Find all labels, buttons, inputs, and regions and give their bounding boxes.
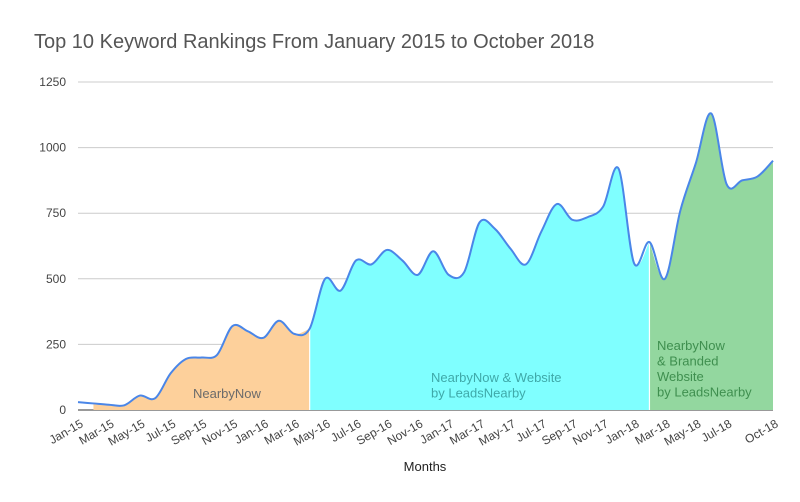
y-tick-label: 750 (46, 206, 66, 220)
x-axis-ticks: Jan-15Mar-15May-15Jul-15Sep-15Nov-15Jan-… (47, 416, 781, 448)
region-label: NearbyNow & Website by LeadsNearby (431, 370, 562, 401)
y-tick-label: 1250 (39, 75, 66, 89)
region-area (309, 167, 650, 410)
region-label-line: by LeadsNearby (431, 386, 526, 401)
y-tick-label: 250 (46, 337, 66, 351)
region-area (93, 320, 310, 410)
x-tick-label: Nov-16 (385, 416, 426, 448)
region-label-line: by LeadsNearby (657, 385, 752, 400)
y-axis-ticks: 0 250 500 750 1000 1250 (39, 75, 66, 417)
x-axis-label: Months (404, 459, 447, 474)
region-area (649, 113, 773, 410)
x-tick-label: Jul-18 (699, 416, 735, 445)
x-tick-label: Nov-17 (570, 416, 611, 448)
series-line (77, 112, 774, 407)
region-label-line: NearbyNow & Website (431, 370, 562, 385)
shaded-regions (93, 113, 773, 410)
region-label-line: NearbyNow (193, 386, 262, 401)
region-label: NearbyNow (193, 386, 262, 401)
y-tick-label: 500 (46, 272, 66, 286)
chart-title: Top 10 Keyword Rankings From January 201… (34, 31, 595, 53)
region-label-line: & Branded (657, 354, 718, 369)
region-label-line: Website (657, 369, 704, 384)
x-tick-label: Oct-18 (742, 416, 780, 446)
region-label: NearbyNow & Branded Website by LeadsNearby (657, 338, 752, 400)
y-tick-label: 0 (59, 403, 66, 417)
x-tick-label: Nov-15 (199, 416, 240, 448)
y-tick-label: 1000 (39, 141, 66, 155)
series-lines (77, 112, 774, 407)
region-label-line: NearbyNow (657, 338, 726, 353)
